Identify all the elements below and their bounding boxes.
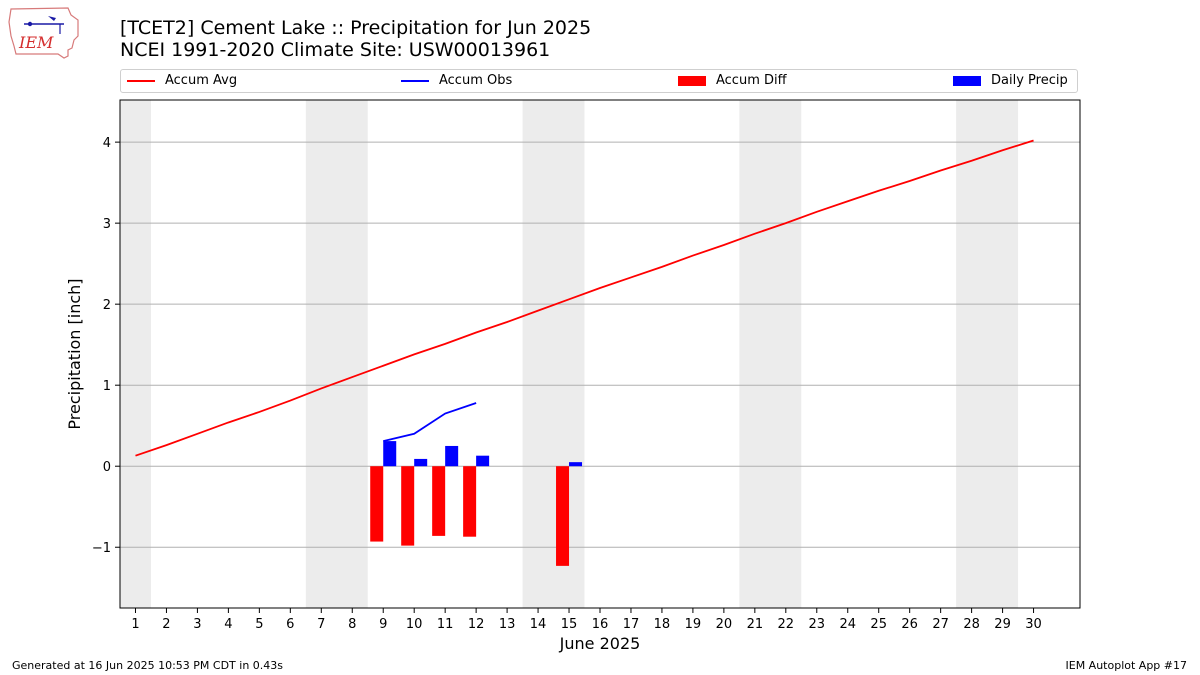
x-tick-label: 22 xyxy=(778,617,795,632)
chart-subtitle: NCEI 1991-2020 Climate Site: USW00013961 xyxy=(120,39,551,61)
weekend-band xyxy=(120,100,151,608)
x-tick-label: 10 xyxy=(406,617,423,632)
legend-label-daily-precip: Daily Precip xyxy=(991,73,1068,88)
plot-frame xyxy=(119,99,1081,609)
legend-swatch-daily-precip xyxy=(953,75,981,86)
weekend-band xyxy=(739,100,802,608)
x-tick-label: 26 xyxy=(901,617,918,632)
x-tick-label: 12 xyxy=(468,617,485,632)
legend-swatch-accum-obs xyxy=(401,79,429,82)
legend-item-accum-avg: Accum Avg xyxy=(127,73,237,88)
x-tick-label: 21 xyxy=(747,617,764,632)
x-tick-label: 28 xyxy=(963,617,980,632)
x-tick-label: 29 xyxy=(994,617,1011,632)
line-accum-avg xyxy=(135,139,1034,457)
x-tick-label: 11 xyxy=(437,617,454,632)
legend-label-accum-avg: Accum Avg xyxy=(165,73,238,88)
x-tick-label: 15 xyxy=(561,617,578,632)
bar-accum-diff xyxy=(401,466,415,546)
x-tick-label: 16 xyxy=(592,617,609,632)
x-tick-label: 8 xyxy=(348,617,356,632)
chart-legend: Accum Avg Accum Obs Accum Diff Daily Pre… xyxy=(120,69,1078,93)
chart-title: [TCET2] Cement Lake :: Precipitation for… xyxy=(120,17,592,39)
y-tick-label: 2 xyxy=(103,298,111,313)
legend-item-daily-precip: Daily Precip xyxy=(953,73,1068,88)
x-tick-label: 7 xyxy=(317,617,325,632)
y-tick-label: −1 xyxy=(92,541,111,556)
x-tick-label: 27 xyxy=(932,617,949,632)
logo-text: IEM xyxy=(18,33,54,52)
bar-daily-precip xyxy=(414,458,428,467)
x-tick-label: 25 xyxy=(870,617,887,632)
y-axis-label: Precipitation [inch] xyxy=(65,278,84,429)
legend-swatch-accum-avg xyxy=(127,79,155,82)
legend-item-accum-obs: Accum Obs xyxy=(401,73,512,88)
x-tick-label: 6 xyxy=(286,617,294,632)
legend-swatch-accum-diff xyxy=(678,75,706,86)
legend-label-accum-diff: Accum Diff xyxy=(716,73,787,88)
bar-accum-diff xyxy=(463,466,477,537)
bar-accum-diff xyxy=(370,466,384,542)
x-tick-label: 19 xyxy=(685,617,702,632)
footer-generated: Generated at 16 Jun 2025 10:53 PM CDT in… xyxy=(12,659,284,672)
x-tick-label: 30 xyxy=(1025,617,1042,632)
weekend-band xyxy=(522,100,585,608)
bar-daily-precip xyxy=(476,455,490,467)
iem-logo: IEM xyxy=(8,7,79,59)
x-tick-label: 4 xyxy=(224,617,232,632)
x-tick-label: 5 xyxy=(255,617,263,632)
bar-accum-diff xyxy=(432,466,446,536)
bar-daily-precip xyxy=(383,441,397,467)
x-tick-label: 17 xyxy=(623,617,640,632)
x-tick-label: 13 xyxy=(499,617,516,632)
x-tick-label: 1 xyxy=(131,617,139,632)
x-tick-label: 23 xyxy=(809,617,826,632)
weekend-band xyxy=(305,100,368,608)
bar-daily-precip xyxy=(445,445,459,467)
bar-daily-precip xyxy=(569,462,583,467)
y-tick-label: 3 xyxy=(103,217,111,232)
y-tick-label: 0 xyxy=(103,460,111,475)
legend-item-accum-diff: Accum Diff xyxy=(678,73,787,88)
y-tick-label: 4 xyxy=(103,136,111,151)
x-axis-label: June 2025 xyxy=(559,634,641,653)
footer-app: IEM Autoplot App #17 xyxy=(1065,659,1188,672)
bar-accum-diff xyxy=(556,466,570,566)
x-tick-label: 14 xyxy=(530,617,547,632)
x-tick-label: 20 xyxy=(716,617,733,632)
weekend-band xyxy=(956,100,1019,608)
x-tick-label: 24 xyxy=(839,617,856,632)
line-accum-obs xyxy=(383,402,477,442)
x-tick-label: 9 xyxy=(379,617,387,632)
x-tick-label: 3 xyxy=(193,617,201,632)
x-tick-label: 2 xyxy=(162,617,170,632)
y-tick-label: 1 xyxy=(103,379,111,394)
legend-label-accum-obs: Accum Obs xyxy=(439,73,513,88)
x-tick-label: 18 xyxy=(654,617,671,632)
